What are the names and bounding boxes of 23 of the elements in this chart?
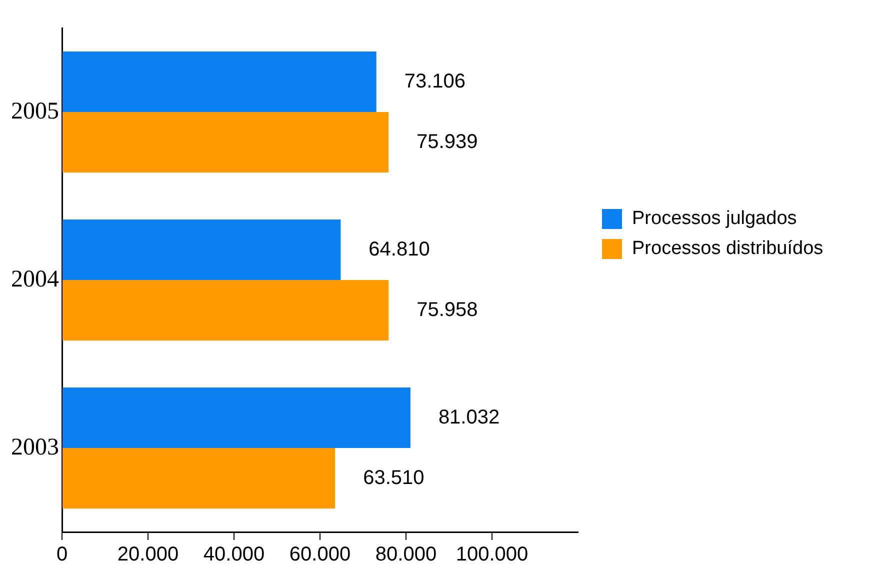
data-label: 63.510 <box>363 466 424 489</box>
bar <box>62 52 376 112</box>
legend-label: Processos distribuídos <box>632 238 824 260</box>
y-tick-label: 2004 <box>11 266 59 292</box>
bar <box>62 112 389 172</box>
bar <box>62 448 336 508</box>
bar <box>62 280 389 340</box>
legend-label: Processos julgados <box>632 208 797 230</box>
x-tick-label: 100.000 <box>456 544 528 566</box>
x-tick-label: 40.000 <box>203 544 265 566</box>
x-tick-label: 80.000 <box>375 544 437 566</box>
x-tick-label: 60.000 <box>289 544 351 566</box>
bar <box>62 220 341 280</box>
x-tick-label: 20.000 <box>117 544 179 566</box>
bar <box>62 388 410 448</box>
data-label: 73.106 <box>404 70 466 92</box>
data-label: 81.032 <box>438 406 500 428</box>
y-tick-label: 2005 <box>11 98 59 124</box>
data-label: 75.939 <box>416 130 478 153</box>
data-label: 75.958 <box>416 298 478 321</box>
data-label: 64.810 <box>368 238 430 260</box>
x-tick-label: 0 <box>56 544 68 566</box>
y-tick-label: 2003 <box>11 434 59 460</box>
